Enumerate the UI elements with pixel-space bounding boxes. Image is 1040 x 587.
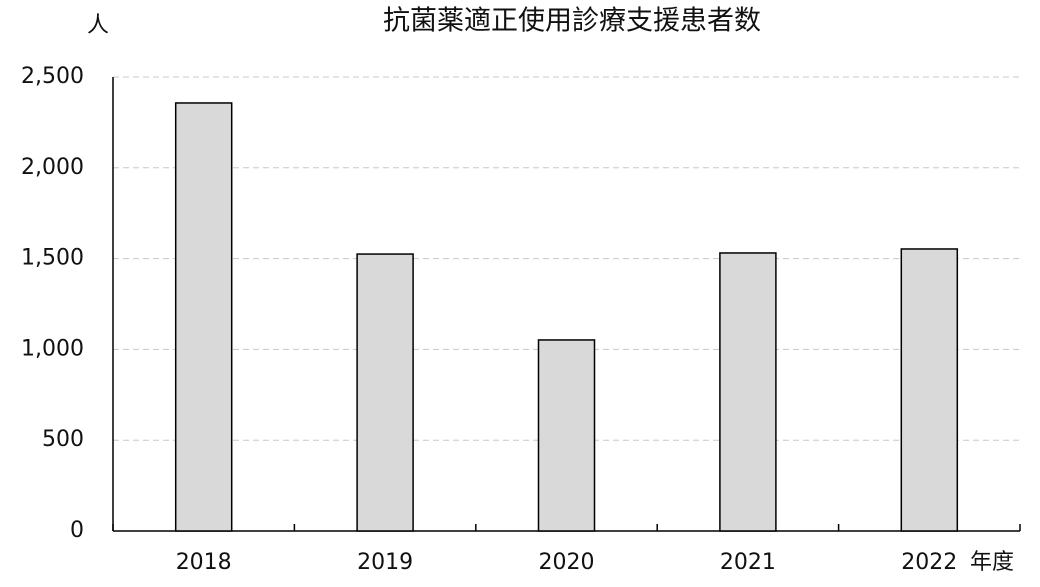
chart-title: 抗菌薬適正使用診療支援患者数 — [383, 6, 761, 37]
x-axis-label: 年度 — [970, 550, 1014, 575]
y-tick-label: 500 — [42, 427, 84, 452]
y-tick-label: 0 — [70, 518, 84, 543]
y-tick-label: 1,000 — [21, 336, 84, 361]
bar — [719, 252, 777, 532]
x-tick-label: 2020 — [539, 550, 595, 575]
bar — [174, 102, 233, 532]
bar — [356, 253, 414, 532]
bar — [537, 339, 596, 532]
x-tick-label: 2018 — [176, 550, 232, 575]
y-tick-label: 1,500 — [21, 246, 84, 271]
bar — [900, 248, 959, 532]
x-tick-label: 2021 — [720, 550, 776, 575]
x-tick-label: 2019 — [357, 550, 413, 575]
y-tick-label: 2,500 — [21, 64, 84, 89]
y-tick-label: 2,000 — [21, 155, 84, 180]
y-axis-label: 人 — [87, 13, 109, 38]
x-tick-label: 2022 — [901, 550, 957, 575]
